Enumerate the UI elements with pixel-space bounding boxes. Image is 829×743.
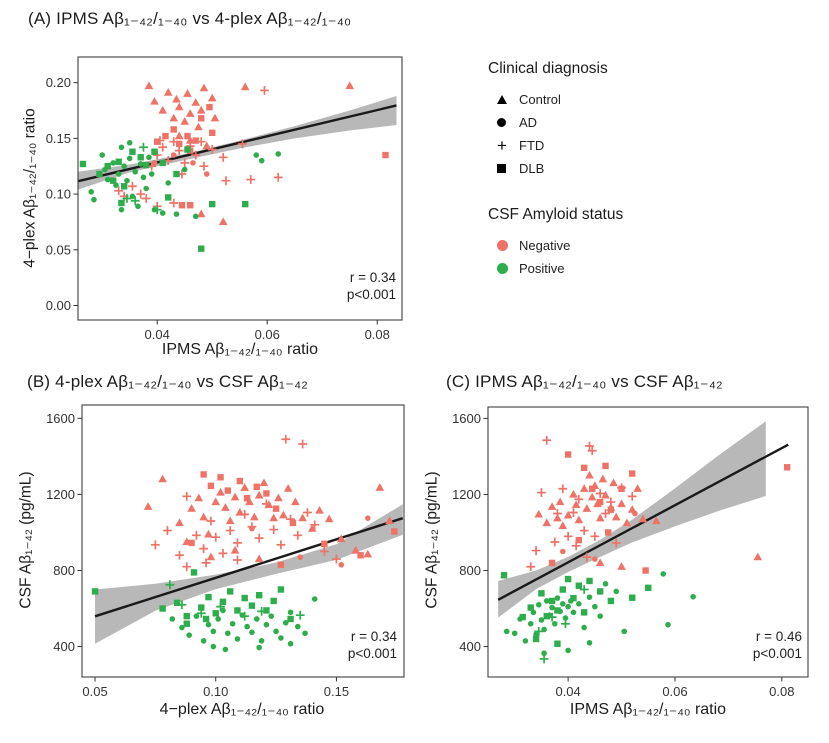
panel-c-title: (C) IPMS Aβ₁₋₄₂/₁₋₄₀ vs CSF Aβ₁₋₄₂ <box>446 372 723 391</box>
negative-dot-icon <box>497 240 517 251</box>
legend-item-ad: AD <box>488 111 718 134</box>
circle-icon <box>497 118 517 127</box>
panel-a-plot: 0.04 0.06 0.08 0.00 0.05 0.10 0.15 0.20 <box>46 56 403 342</box>
panel-c-ylabel: CSF Aβ₁₋₄₂ (pg/mL) <box>423 471 441 609</box>
svg-text:0.10: 0.10 <box>203 684 228 699</box>
panel-b-correlation-annotation: r = 0.34 p<0.001 <box>301 629 397 663</box>
plus-icon: + <box>497 135 507 155</box>
legend-diagnosis-title: Clinical diagnosis <box>488 60 608 77</box>
panel-a-correlation-annotation: r = 0.34 p<0.001 <box>300 270 396 304</box>
panel-c-xlabel: IPMS Aβ₁₋₄₂/₁₋₄₀ ratio <box>569 701 727 718</box>
svg-text:1200: 1200 <box>452 487 481 502</box>
square-icon <box>497 164 517 173</box>
svg-text:0.05: 0.05 <box>82 684 107 699</box>
svg-text:0.04: 0.04 <box>555 684 580 699</box>
svg-text:1600: 1600 <box>46 411 75 426</box>
svg-text:0.10: 0.10 <box>46 187 71 202</box>
legend-status-title: CSF Amyloid status <box>488 206 624 223</box>
panel-b-p-value: p<0.001 <box>347 645 397 661</box>
legend-item-positive: Positive <box>488 257 718 280</box>
legend-item-ftd: + FTD <box>488 134 718 157</box>
panel-a-p-value: p<0.001 <box>346 286 396 302</box>
svg-text:0.15: 0.15 <box>324 684 349 699</box>
positive-dot-icon <box>497 263 517 274</box>
panel-a-title: (A) IPMS Aβ₁₋₄₂/₁₋₄₀ vs 4-plex Aβ₁₋₄₂/₁₋… <box>28 9 352 28</box>
panel-c-p-value: p<0.001 <box>752 645 802 661</box>
svg-text:0.06: 0.06 <box>255 327 280 342</box>
panel-a-xlabel: IPMS Aβ₁₋₄₂/₁₋₄₀ ratio <box>161 341 319 358</box>
panel-b-xlabel: 4−plex Aβ₁₋₄₂/₁₋₄₀ ratio <box>159 701 325 718</box>
panel-b-r-value: r = 0.34 <box>350 629 397 644</box>
svg-text:800: 800 <box>459 563 481 578</box>
svg-text:0.08: 0.08 <box>769 684 794 699</box>
svg-text:0.05: 0.05 <box>46 242 71 257</box>
legend-item-dlb: DLB <box>488 157 718 180</box>
panel-c-plot: 0.04 0.06 0.08 400 800 1200 1600 <box>452 406 809 699</box>
panel-c-r-value: r = 0.46 <box>755 629 802 644</box>
svg-text:1200: 1200 <box>46 487 75 502</box>
svg-text:400: 400 <box>459 639 481 654</box>
panel-a-r-value: r = 0.34 <box>349 270 396 285</box>
panel-b-title: (B) 4-plex Aβ₁₋₄₂/₁₋₄₀ vs CSF Aβ₁₋₄₂ <box>27 372 309 391</box>
legend-item-label: DLB <box>519 161 545 176</box>
svg-text:0.08: 0.08 <box>365 327 390 342</box>
svg-text:0.15: 0.15 <box>46 131 71 146</box>
legend-item-label: FTD <box>519 138 545 153</box>
legend-item-label: Control <box>519 92 561 107</box>
legend-item-negative: Negative <box>488 234 718 257</box>
panel-b-ylabel: CSF Aβ₁₋₄₂ (pg/mL) <box>17 471 35 609</box>
svg-text:0.00: 0.00 <box>46 298 71 313</box>
legend-item-label: Negative <box>519 238 571 253</box>
legend-item-label: AD <box>519 115 538 130</box>
legend-item-control: Control <box>488 88 718 111</box>
legend-item-label: Positive <box>519 261 565 276</box>
legend: Clinical diagnosis Control AD + FTD DLB … <box>488 60 718 280</box>
svg-text:0.04: 0.04 <box>145 327 170 342</box>
panel-b-plot: 0.05 0.10 0.15 400 800 1200 1600 <box>46 404 405 699</box>
svg-text:400: 400 <box>53 639 75 654</box>
svg-text:800: 800 <box>53 563 75 578</box>
svg-text:0.06: 0.06 <box>662 684 687 699</box>
svg-text:0.20: 0.20 <box>46 75 71 90</box>
svg-text:1600: 1600 <box>452 411 481 426</box>
triangle-icon <box>497 95 517 104</box>
panel-c-correlation-annotation: r = 0.46 p<0.001 <box>706 629 802 663</box>
